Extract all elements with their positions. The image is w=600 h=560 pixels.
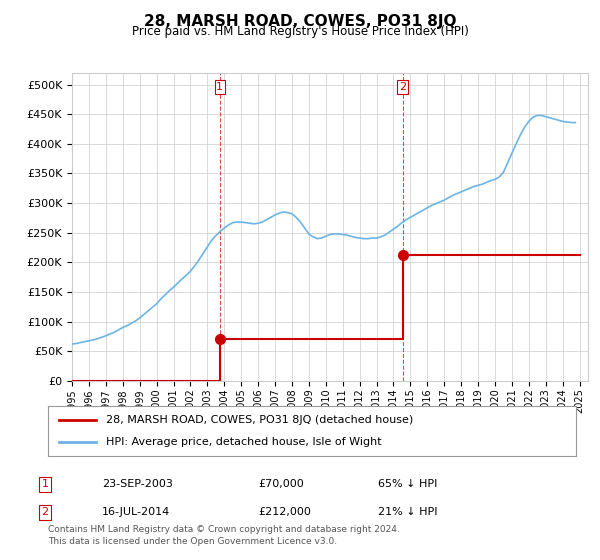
Text: £212,000: £212,000 — [258, 507, 311, 517]
Text: 28, MARSH ROAD, COWES, PO31 8JQ: 28, MARSH ROAD, COWES, PO31 8JQ — [144, 14, 456, 29]
Text: HPI: Average price, detached house, Isle of Wight: HPI: Average price, detached house, Isle… — [106, 437, 382, 447]
Text: Price paid vs. HM Land Registry's House Price Index (HPI): Price paid vs. HM Land Registry's House … — [131, 25, 469, 38]
Text: 1: 1 — [216, 82, 223, 92]
Text: 16-JUL-2014: 16-JUL-2014 — [102, 507, 170, 517]
Text: 65% ↓ HPI: 65% ↓ HPI — [378, 479, 437, 489]
Text: 1: 1 — [41, 479, 49, 489]
Text: Contains HM Land Registry data © Crown copyright and database right 2024.
This d: Contains HM Land Registry data © Crown c… — [48, 525, 400, 546]
Text: 21% ↓ HPI: 21% ↓ HPI — [378, 507, 437, 517]
Text: 2: 2 — [41, 507, 49, 517]
Text: 28, MARSH ROAD, COWES, PO31 8JQ (detached house): 28, MARSH ROAD, COWES, PO31 8JQ (detache… — [106, 415, 413, 425]
Text: 23-SEP-2003: 23-SEP-2003 — [102, 479, 173, 489]
Text: £70,000: £70,000 — [258, 479, 304, 489]
Text: 2: 2 — [399, 82, 406, 92]
